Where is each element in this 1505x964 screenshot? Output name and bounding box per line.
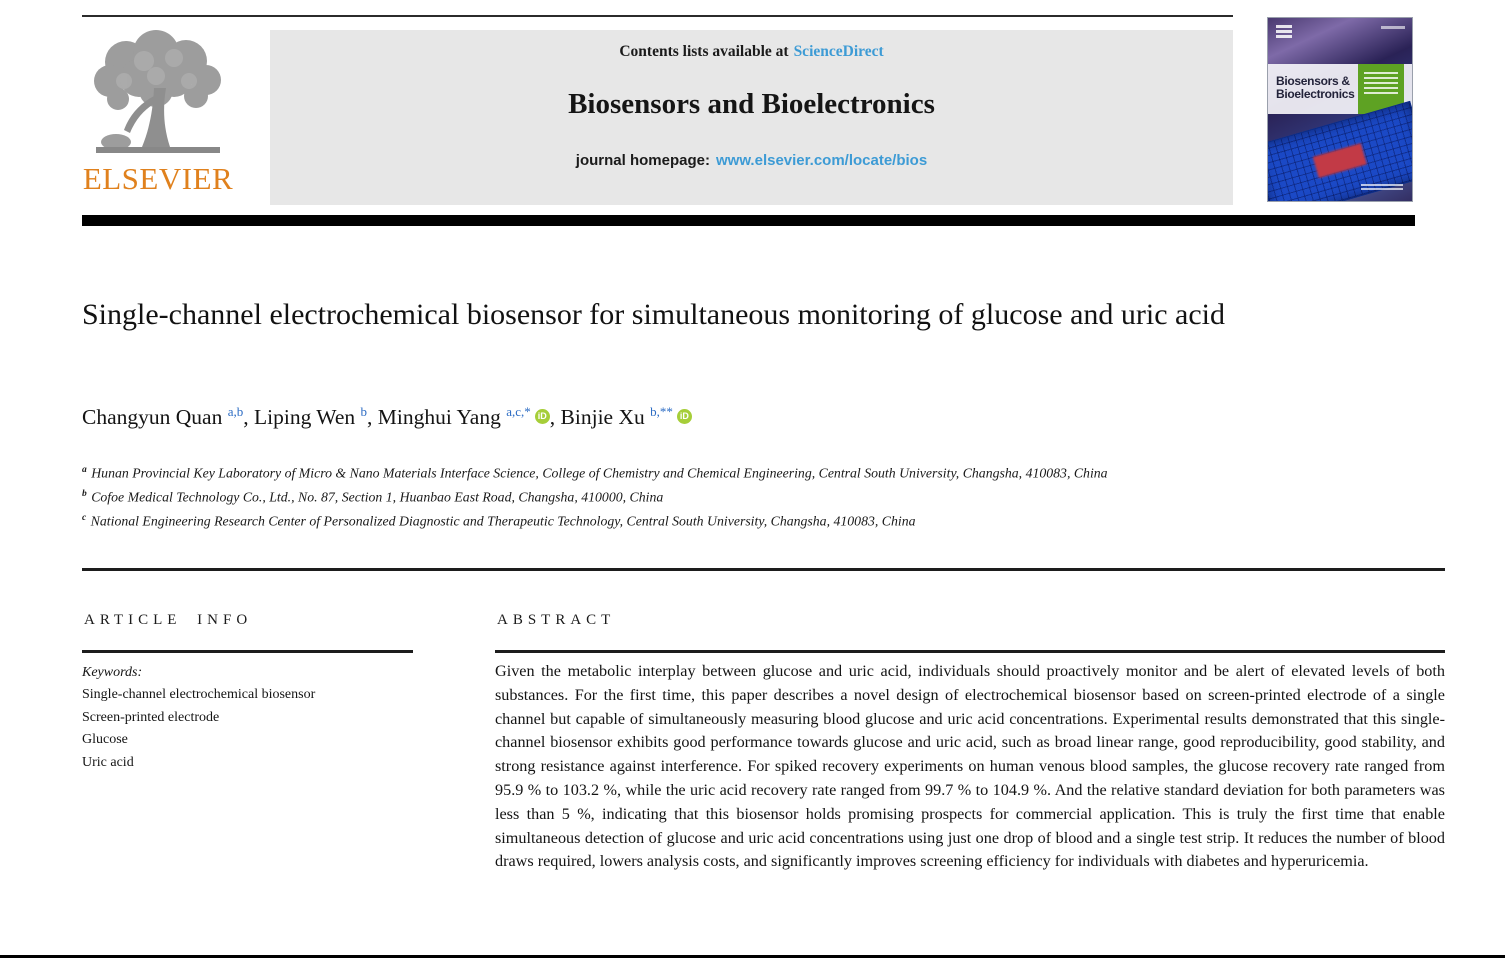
- elsevier-logo: ELSEVIER: [82, 26, 234, 204]
- affiliation-superscript: a: [82, 465, 87, 475]
- abstract-heading: ABSTRACT: [497, 612, 616, 628]
- sciencedirect-link[interactable]: ScienceDirect: [793, 43, 884, 60]
- orcid-icon[interactable]: iD: [534, 409, 550, 425]
- bottom-divider: [0, 955, 1505, 958]
- cover-publisher-text: [1361, 184, 1403, 192]
- author-superscript: b,**: [650, 404, 673, 419]
- header-black-bar: [82, 215, 1415, 226]
- cover-volume-text: [1381, 26, 1405, 29]
- affiliation: b Cofoe Medical Technology Co., Ltd., No…: [82, 484, 1445, 508]
- homepage-line: journal homepage: www.elsevier.com/locate…: [270, 152, 1233, 169]
- abstract-rule: [495, 650, 1445, 653]
- abstract-text: Given the metabolic interplay between gl…: [495, 662, 1445, 871]
- author-list: Changyun Quan a,b, Liping Wen b, Minghui…: [82, 404, 1422, 430]
- homepage-label: journal homepage:: [575, 152, 710, 169]
- cover-green-panel: [1358, 64, 1404, 114]
- homepage-url[interactable]: www.elsevier.com/locate/bios: [715, 152, 928, 169]
- keyword-list: Keywords: Single-channel electrochemical…: [82, 662, 482, 774]
- affiliation-text: Hunan Provincial Key Laboratory of Micro…: [91, 465, 1108, 481]
- author-superscript: a,b: [227, 404, 244, 419]
- top-divider: [82, 15, 1233, 17]
- affiliation-text: Cofoe Medical Technology Co., Ltd., No. …: [91, 489, 664, 505]
- affiliation: c National Engineering Research Center o…: [82, 508, 1445, 532]
- keyword: Screen-printed electrode: [82, 709, 220, 725]
- orcid-icon[interactable]: iD: [676, 409, 692, 425]
- cover-title-band: Biosensors & Bioelectronics: [1268, 64, 1412, 114]
- author-name: Changyun Quan: [82, 405, 223, 430]
- keyword: Single-channel electrochemical biosensor: [82, 687, 316, 703]
- article-info-rule: [82, 650, 413, 653]
- cover-issn-block: [1276, 25, 1292, 40]
- affiliation-text: National Engineering Research Center of …: [90, 513, 916, 529]
- elsevier-tree-icon: [94, 30, 221, 153]
- contents-line: Contents lists available at ScienceDirect: [270, 30, 1233, 61]
- author: Binjie Xu b,** iD: [560, 404, 692, 430]
- keywords-label: Keywords:: [82, 665, 143, 680]
- affiliation-superscript: b: [82, 489, 87, 500]
- article-info-heading: ARTICLE INFO: [84, 612, 253, 628]
- contents-prefix: Contents lists available at: [619, 43, 789, 60]
- affiliation-list: a Hunan Provincial Key Laboratory of Mic…: [82, 460, 1445, 532]
- cover-pcb-red-chip: [1312, 143, 1367, 179]
- author: Liping Wen b: [253, 404, 368, 430]
- keyword: Uric acid: [82, 754, 134, 770]
- cover-title: Biosensors & Bioelectronics: [1276, 74, 1355, 101]
- keyword: Glucose: [82, 732, 128, 748]
- article-title: Single-channel electrochemical biosensor…: [82, 298, 1225, 331]
- author: Minghui Yang a,c,* iD: [377, 404, 550, 430]
- author-name: Liping Wen: [253, 405, 356, 430]
- author: Changyun Quan a,b: [82, 404, 244, 430]
- affiliation: a Hunan Provincial Key Laboratory of Mic…: [82, 460, 1445, 484]
- author-name: Binjie Xu: [560, 405, 645, 430]
- affiliation-superscript: c: [82, 513, 87, 524]
- author-name: Minghui Yang: [377, 405, 501, 430]
- author-superscript: b: [360, 404, 368, 419]
- section-divider: [82, 568, 1445, 571]
- journal-cover-thumbnail[interactable]: Biosensors & Bioelectronics: [1267, 17, 1413, 202]
- journal-banner: Contents lists available at ScienceDirect…: [270, 30, 1233, 205]
- journal-title: Biosensors and Bioelectronics: [568, 88, 935, 120]
- author-superscript: a,c,*: [506, 404, 531, 419]
- elsevier-wordmark: ELSEVIER: [82, 161, 234, 196]
